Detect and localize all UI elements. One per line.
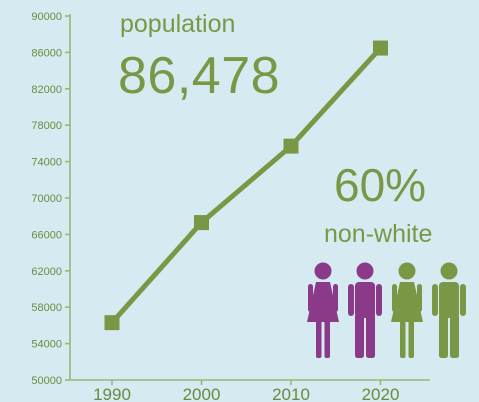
y-tick-label: 70000 bbox=[31, 193, 62, 205]
x-tick-label: 2010 bbox=[272, 385, 310, 402]
x-tick-label: 2000 bbox=[183, 385, 221, 402]
y-tick-label: 90000 bbox=[31, 11, 62, 23]
people-icons bbox=[307, 262, 466, 358]
data-point-marker bbox=[283, 138, 299, 154]
y-tick-label: 74000 bbox=[31, 157, 62, 169]
population-label: population bbox=[120, 10, 236, 38]
male-person-icon bbox=[432, 262, 466, 358]
non-white-percent: 60% bbox=[334, 159, 427, 211]
female-person-icon bbox=[307, 262, 339, 358]
data-point-marker bbox=[104, 315, 120, 331]
y-tick-label: 54000 bbox=[31, 339, 62, 351]
y-tick-label: 62000 bbox=[31, 266, 62, 278]
y-tick-label: 86000 bbox=[31, 47, 62, 59]
female-person-icon bbox=[391, 262, 423, 358]
y-tick-label: 50000 bbox=[31, 375, 62, 387]
x-axis: 1990 2000 2010 2020 bbox=[70, 379, 430, 402]
non-white-label: non-white bbox=[324, 220, 433, 248]
data-point-marker bbox=[194, 215, 209, 231]
population-line bbox=[110, 46, 383, 325]
data-point-marker bbox=[373, 40, 388, 56]
male-person-icon bbox=[348, 262, 382, 358]
y-tick-label: 66000 bbox=[31, 229, 62, 241]
y-axis: 50000 54000 58000 62000 66000 70000 74000 78000… bbox=[31, 11, 71, 387]
population-series bbox=[104, 40, 388, 331]
y-tick-label: 82000 bbox=[31, 84, 62, 96]
x-tick-label: 2020 bbox=[362, 385, 400, 402]
y-tick-label: 78000 bbox=[31, 120, 62, 132]
y-tick-label: 58000 bbox=[31, 302, 62, 314]
x-tick-label: 1990 bbox=[93, 385, 131, 402]
population-value: 86,478 bbox=[118, 47, 281, 105]
